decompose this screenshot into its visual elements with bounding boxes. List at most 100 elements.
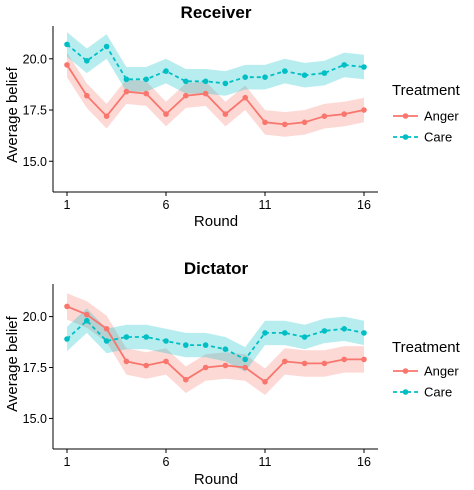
- data-point-anger: [321, 360, 328, 367]
- y-tick-label: 20.0: [23, 52, 47, 66]
- data-point-care: [143, 334, 149, 340]
- legend-key-point: [402, 113, 409, 119]
- data-point-anger: [301, 360, 308, 367]
- data-point-care: [282, 68, 288, 74]
- data-point-care: [202, 342, 209, 348]
- data-point-care: [242, 356, 248, 363]
- data-point-anger: [123, 88, 130, 95]
- panel-title: Dictator: [184, 259, 249, 278]
- x-tick-label: 16: [357, 455, 371, 469]
- series-points: [64, 41, 367, 128]
- data-point-anger: [64, 62, 70, 68]
- legend-title: Treatment: [392, 82, 461, 99]
- data-point-anger: [361, 107, 367, 113]
- data-point-care: [222, 80, 229, 87]
- axes: 15.017.520.01 6 11 16: [23, 284, 378, 469]
- data-point-anger: [282, 358, 288, 365]
- x-tick-label: 11: [259, 198, 272, 212]
- x-axis-title: Round: [194, 213, 238, 230]
- data-point-care: [361, 330, 367, 336]
- data-point-anger: [361, 356, 367, 363]
- series-line-care: [66, 319, 365, 361]
- data-point-anger: [202, 90, 209, 97]
- y-tick-label: 15.0: [23, 412, 47, 426]
- data-point-anger: [64, 303, 70, 310]
- data-point-anger: [143, 362, 149, 369]
- data-point-anger: [341, 111, 348, 117]
- data-point-care: [163, 68, 169, 74]
- data-point-anger: [341, 356, 348, 363]
- data-point-anger: [103, 113, 110, 119]
- data-point-anger: [84, 311, 90, 318]
- data-point-anger: [163, 358, 169, 365]
- data-point-care: [321, 328, 328, 334]
- data-point-anger: [222, 111, 229, 117]
- data-point-care: [84, 317, 90, 324]
- x-tick-label: 6: [163, 198, 170, 212]
- y-tick-label: 15.0: [23, 155, 47, 169]
- data-point-care: [183, 78, 189, 85]
- data-point-care: [103, 338, 110, 344]
- ci-bands: [67, 293, 364, 395]
- data-point-care: [202, 78, 209, 85]
- ci-band-care: [67, 308, 364, 372]
- data-point-anger: [84, 92, 90, 99]
- x-tick-label: 1: [64, 198, 71, 212]
- data-point-anger: [202, 364, 209, 371]
- data-point-anger: [183, 376, 189, 383]
- data-point-anger: [103, 326, 110, 332]
- data-point-care: [103, 43, 110, 50]
- data-point-anger: [262, 119, 268, 126]
- x-tick-label: 16: [357, 198, 371, 212]
- data-point-care: [242, 74, 248, 80]
- y-tick-label: 17.5: [23, 361, 47, 375]
- series-line-anger: [66, 305, 364, 383]
- data-point-care: [262, 330, 268, 336]
- data-point-care: [301, 72, 308, 78]
- data-point-anger: [262, 379, 268, 385]
- data-point-anger: [242, 364, 248, 371]
- data-point-care: [282, 330, 288, 336]
- series-lines: [66, 43, 365, 126]
- y-tick-label: 20.0: [23, 310, 47, 324]
- data-point-anger: [183, 92, 189, 99]
- legend-key-point: [402, 368, 409, 374]
- data-point-care: [84, 58, 90, 64]
- data-point-care: [321, 70, 328, 76]
- data-point-care: [341, 326, 348, 332]
- legend-key-point: [402, 389, 409, 395]
- series-lines: [66, 305, 365, 383]
- data-point-care: [64, 336, 70, 342]
- y-tick-label: 17.5: [23, 104, 47, 118]
- series-line-anger: [66, 64, 365, 126]
- legend-label-anger: Anger: [424, 364, 459, 379]
- ci-band-anger: [67, 52, 364, 137]
- x-tick-label: 1: [64, 455, 71, 469]
- series-points: [64, 303, 367, 385]
- data-point-anger: [282, 121, 288, 128]
- data-point-anger: [242, 94, 248, 101]
- ci-bands: [67, 32, 364, 137]
- legend-title: Treatment: [392, 339, 461, 356]
- x-tick-label: 6: [163, 455, 170, 469]
- data-point-care: [341, 62, 348, 68]
- data-point-care: [143, 76, 149, 83]
- legend: Treatment Anger Care: [392, 339, 461, 400]
- data-point-care: [301, 334, 308, 340]
- data-point-care: [262, 74, 268, 80]
- axes: 15.017.520.01 6 11 16: [23, 26, 378, 212]
- data-point-anger: [222, 362, 229, 369]
- y-axis-title: Average belief: [4, 66, 21, 162]
- ci-band-anger: [67, 293, 364, 395]
- data-point-care: [163, 338, 169, 344]
- data-point-anger: [143, 90, 149, 97]
- ci-band-care: [67, 32, 364, 96]
- data-point-anger: [321, 113, 328, 119]
- legend-label-care: Care: [424, 130, 452, 145]
- data-point-care: [183, 342, 189, 348]
- series-line-care: [66, 43, 365, 85]
- data-point-anger: [301, 119, 308, 126]
- panel-title: Receiver: [181, 3, 252, 22]
- data-point-care: [222, 346, 229, 353]
